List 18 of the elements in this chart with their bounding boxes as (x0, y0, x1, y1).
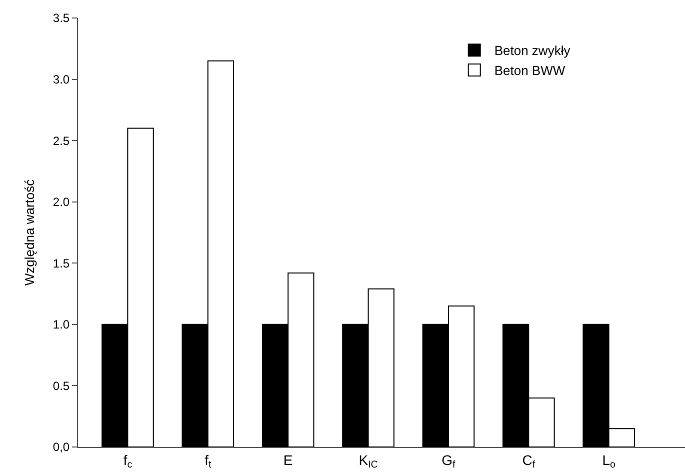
y-axis-title: Względna wartość (22, 178, 37, 286)
x-tick-label: E (283, 452, 293, 468)
x-tick-label: G$_{f}$ (442, 452, 456, 471)
y-tick-label: 0.5 (52, 378, 70, 393)
x-tick-label: L$_{o}$ (602, 452, 616, 471)
y-tick-label: 1.5 (52, 256, 70, 270)
y-tick-label: 1.0 (52, 318, 70, 332)
legend-label: Beton zwykły (494, 43, 571, 58)
y-tick-label: 2.5 (52, 134, 70, 148)
x-tick-label: K$_{IC}$ (358, 452, 378, 471)
y-tick-label: 3.5 (52, 11, 70, 26)
x-tick-label: f$_{t}$ (204, 452, 212, 471)
y-tick-label: 3.0 (52, 72, 70, 86)
y-tick-label: 0,0 (52, 440, 70, 454)
y-tick-label: 2.0 (52, 195, 70, 210)
x-tick-label: f$_{c}$ (123, 452, 132, 471)
x-tick-label: C$_{f}$ (522, 452, 536, 471)
legend-label: Beton BWW (494, 63, 566, 78)
